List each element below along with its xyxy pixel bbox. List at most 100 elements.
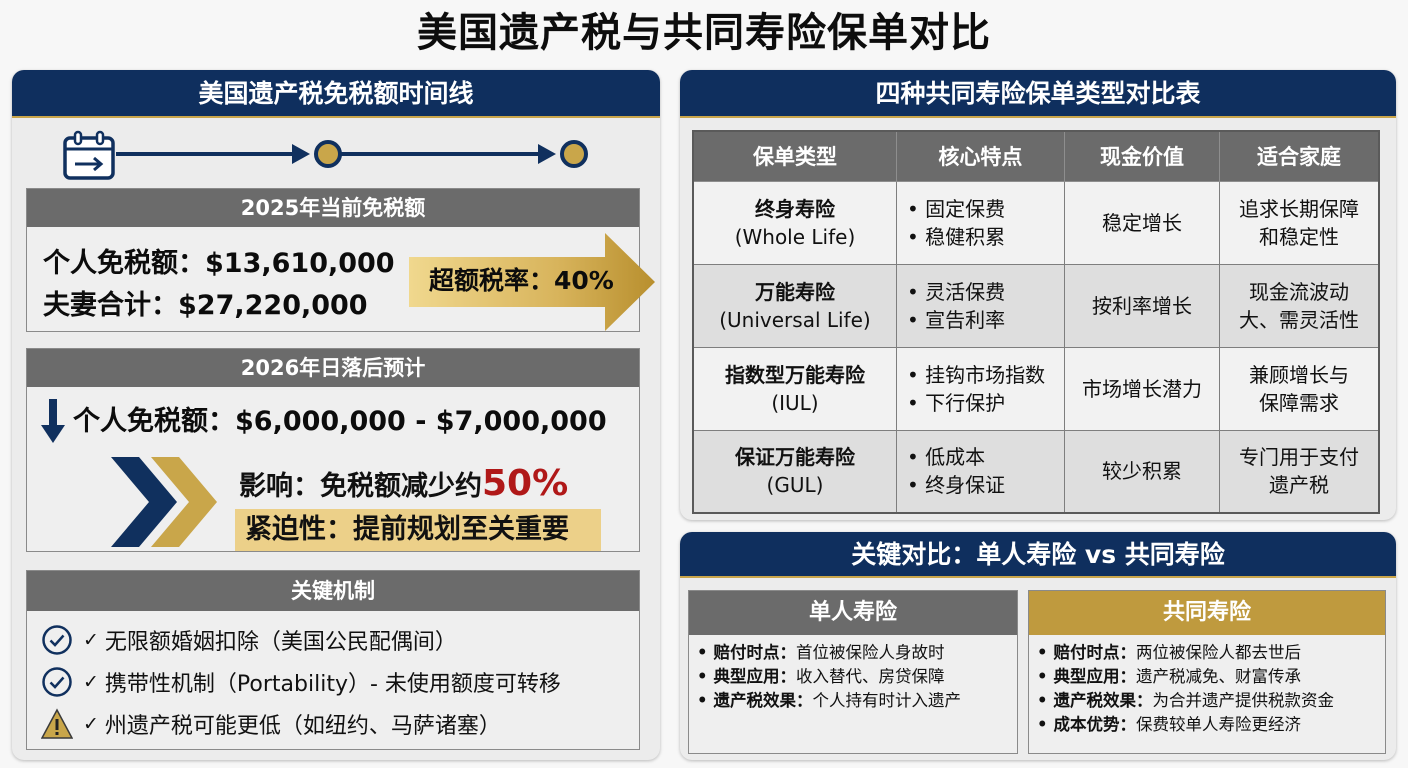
individual-exemption-2025: 个人免税额：$13,610,000 [43,248,395,279]
list-item: • 赔付时点：首位被保险人身故时 [697,643,945,662]
family-cell: 兼顾增长与 保障需求 [1219,346,1380,431]
check-circle-icon [42,667,72,697]
box-title: 共同寿险 [1029,591,1385,635]
family-line: 遗产税 [1269,473,1330,498]
tick-mark: ✓ [83,713,99,735]
feature-item: • 宣告利率 [906,307,1006,332]
mechanism-item: ✓ 州遗产税可能更低（如纽约、马萨诸塞） [41,707,501,741]
policy-type-cell: 指数型万能寿险 (IUL) [692,346,897,431]
policy-types-table-panel: 四种共同寿险保单类型对比表 保单类型 核心特点 现金价值 适合家庭 终身寿险 (… [680,70,1396,520]
list-item: • 赔付时点：两位被保险人都去世后 [1037,643,1302,662]
family-line: 专门用于支付 [1239,445,1360,470]
joint-life-box: 共同寿险 • 赔付时点：两位被保险人都去世后 • 典型应用：遗产税减免、财富传承 •… [1028,590,1386,754]
timeline [62,126,622,182]
item-value: 保费较单人寿险更经济 [1136,715,1302,734]
panel-title: 关键对比：单人寿险 vs 共同寿险 [680,532,1396,578]
family-cell: 专门用于支付 遗产税 [1219,429,1380,514]
section-2026-sunset: 2026年日落后预计 个人免税额：$6,000,000 - $7,000,000… [26,348,640,552]
column-header: 适合家庭 [1219,130,1380,182]
joint-life-list: • 赔付时点：两位被保险人都去世后 • 典型应用：遗产税减免、财富传承 • 遗产税效果… [1029,635,1385,737]
family-cell: 现金流波动 大、需灵活性 [1219,263,1380,348]
list-item: • 遗产税效果：个人持有时计入遗产 [697,691,962,710]
list-item: • 成本优势：保费较单人寿险更经济 [1037,715,1302,734]
list-item: • 典型应用：遗产税减免、财富传承 [1037,667,1302,686]
features-cell: • 固定保费 • 稳健积累 [895,180,1065,265]
mechanism-item: ✓ 无限额婚姻扣除（美国公民配偶间） [41,623,457,657]
table-row: 万能寿险 (Universal Life) • 灵活保费 • 宣告利率 按利率增… [692,263,1380,348]
mechanism-text: 携带性机制（Portability）- 未使用额度可转移 [104,672,561,697]
cash-value-cell: 稳定增长 [1063,180,1221,265]
item-label: 典型应用： [1053,667,1137,686]
item-value: 遗产税减免、财富传承 [1136,667,1302,686]
table-row: 终身寿险 (Whole Life) • 固定保费 • 稳健积累 稳定增长 追求长… [692,180,1380,265]
policy-type-en: (GUL) [766,473,824,498]
features-cell: • 挂钩市场指数 • 下行保护 [895,346,1065,431]
single-life-list: • 赔付时点：首位被保险人身故时 • 典型应用：收入替代、房贷保障 • 遗产税效果：个… [689,635,1017,713]
item-label: 赔付时点： [1053,643,1137,662]
calendar-arrow-icon [63,130,115,180]
page-title: 美国遗产税与共同寿险保单对比 [417,10,991,56]
panel-title: 美国遗产税免税额时间线 [12,70,660,118]
single-life-box: 单人寿险 • 赔付时点：首位被保险人身故时 • 典型应用：收入替代、房贷保障 • 遗产… [688,590,1018,754]
timeline-arrowhead-icon [292,144,310,164]
cash-value-cell: 较少积累 [1063,429,1221,514]
gold-arrow-icon [409,233,655,331]
item-label: 典型应用： [713,667,797,686]
section-title: 2025年当前免税额 [27,189,639,227]
column-header: 保单类型 [692,130,897,182]
policy-type-cell: 万能寿险 (Universal Life) [692,263,897,348]
excess-tax-rate: 超额税率：40% [429,266,614,295]
item-value: 两位被保险人都去世后 [1136,643,1302,662]
policy-type-cn: 指数型万能寿险 [724,362,865,387]
warning-icon [41,708,73,739]
item-value: 首位被保险人身故时 [796,643,945,662]
feature-item: • 固定保费 [906,196,1006,221]
column-header: 核心特点 [895,130,1065,182]
family-line: 和稳定性 [1259,224,1340,249]
single-vs-joint-panel: 关键对比：单人寿险 vs 共同寿险 单人寿险 • 赔付时点：首位被保险人身故时 •… [680,532,1396,760]
cash-value-cell: 按利率增长 [1063,263,1221,348]
list-item: • 典型应用：收入替代、房贷保障 [697,667,945,686]
feature-item: • 终身保证 [906,473,1006,498]
feature-item: • 稳健积累 [906,224,1006,249]
estate-tax-timeline-panel: 美国遗产税免税额时间线 2025年当前免税额 个人免税额：$13,610,000… [12,70,660,760]
section-title: 2026年日落后预计 [27,349,639,387]
timeline-dot-2026 [560,140,588,168]
table-row: 保证万能寿险 (GUL) • 低成本 • 终身保证 较少积累 专门用于支付 遗产… [692,429,1380,514]
cash-value-cell: 市场增长潜力 [1063,346,1221,431]
tick-mark: ✓ [83,671,99,693]
item-label: 成本优势： [1053,715,1137,734]
timeline-line [340,152,540,156]
urgency-banner: 紧迫性：提前规划至关重要 [235,509,601,551]
policy-type-cell: 终身寿险 (Whole Life) [692,180,897,265]
table-row: 指数型万能寿险 (IUL) • 挂钩市场指数 • 下行保护 市场增长潜力 兼顾增… [692,346,1380,431]
family-line: 兼顾增长与 [1249,362,1350,387]
policy-type-en: (Whole Life) [734,224,856,249]
family-line: 保障需求 [1259,390,1340,415]
couple-exemption-2025: 夫妻合计：$27,220,000 [43,290,368,321]
item-label: 赔付时点： [713,643,797,662]
box-title: 单人寿险 [689,591,1017,635]
family-cell: 追求长期保障 和稳定性 [1219,180,1380,265]
impact-percentage: 50% [482,463,569,504]
policy-type-cn: 保证万能寿险 [734,445,855,470]
list-item: • 遗产税效果：为合并遗产提供税款资金 [1037,691,1335,710]
down-arrow-icon [41,399,65,443]
policy-type-en: (IUL) [771,390,819,415]
mechanism-item: ✓ 携带性机制（Portability）- 未使用额度可转移 [41,665,561,699]
feature-item: • 灵活保费 [906,279,1006,304]
impact-label: 影响：免税额减少约 [239,471,482,502]
policy-type-en: (Universal Life) [719,307,871,332]
feature-item: • 下行保护 [906,390,1006,415]
features-cell: • 灵活保费 • 宣告利率 [895,263,1065,348]
policy-comparison-table: 保单类型 核心特点 现金价值 适合家庭 终身寿险 (Whole Life) • … [692,130,1380,514]
timeline-arrowhead-icon [538,144,556,164]
timeline-dot-2025 [314,140,342,168]
item-value: 个人持有时计入遗产 [812,691,962,710]
item-label: 遗产税效果： [713,691,813,710]
timeline-line [116,152,294,156]
mechanism-text: 州遗产税可能更低（如纽约、马萨诸塞） [104,714,501,739]
individual-exemption-2026: 个人免税额：$6,000,000 - $7,000,000 [73,406,607,437]
check-circle-icon [42,625,72,655]
features-cell: • 低成本 • 终身保证 [895,429,1065,514]
